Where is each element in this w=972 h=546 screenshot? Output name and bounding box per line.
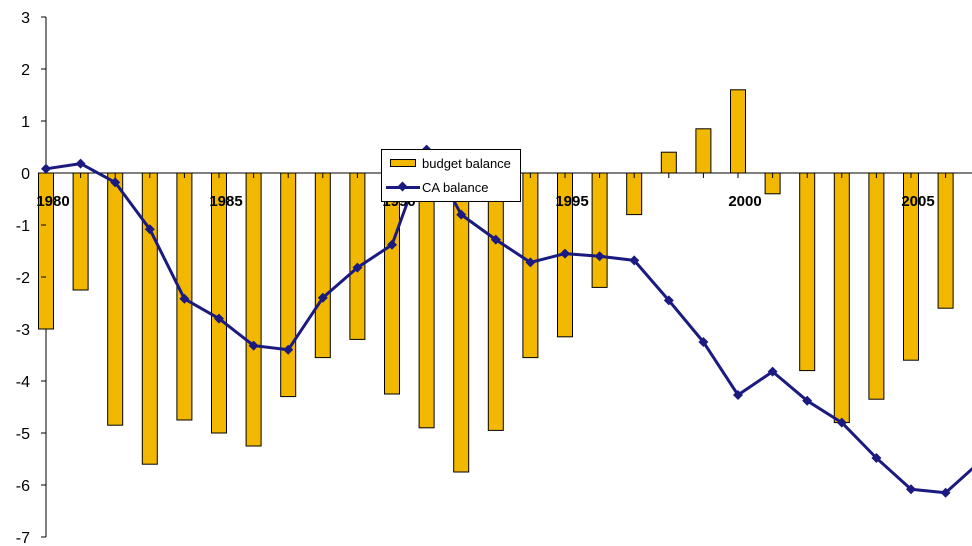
bar-budget-balance	[626, 172, 643, 216]
bar-budget-balance	[487, 172, 504, 431]
point-ca-balance	[594, 251, 605, 262]
point-ca-balance	[75, 158, 86, 169]
point-ca-balance	[767, 366, 778, 377]
bar-budget-balance	[868, 172, 885, 400]
legend-swatch-ca-balance	[386, 180, 420, 194]
point-ca-balance	[248, 340, 259, 351]
bar-budget-balance	[72, 172, 89, 291]
point-ca-balance	[940, 487, 951, 498]
point-ca-balance	[802, 395, 813, 406]
point-ca-balance	[387, 239, 397, 250]
bar-budget-balance	[211, 172, 227, 434]
bar-budget-balance	[695, 128, 712, 174]
point-ca-balance	[317, 292, 328, 303]
bar-budget-balance	[349, 172, 366, 340]
bar-budget-balance	[937, 172, 954, 309]
legend: budget balance CA balance	[381, 149, 521, 202]
x-tick-label: 1985	[209, 193, 242, 210]
bar-series-budget-balance	[38, 89, 954, 473]
y-tick-label: 1	[21, 114, 30, 131]
bar-budget-balance	[660, 151, 677, 174]
bar-budget-balance	[591, 172, 608, 288]
point-ca-balance	[352, 262, 363, 273]
y-tick-label: -7	[16, 530, 30, 546]
point-ca-balance	[144, 224, 155, 235]
bar-budget-balance	[418, 172, 435, 429]
y-tick-label: -2	[16, 270, 30, 287]
y-axis-ticks: 3 2 1 0 -1 -2 -3 -4 -5 -6 -7	[16, 10, 46, 546]
point-ca-balance	[871, 453, 882, 463]
line-ca-balance	[45, 148, 972, 495]
y-tick-label: -4	[16, 374, 30, 391]
bar-budget-balance	[314, 172, 331, 359]
point-ca-balance	[283, 344, 294, 355]
point-ca-balance	[733, 390, 743, 400]
y-tick-label: 0	[21, 166, 30, 183]
point-ca-balance	[629, 255, 640, 266]
legend-item-budget-balance: budget balance	[382, 153, 511, 173]
legend-label-ca-balance: CA balance	[422, 179, 489, 195]
point-ca-balance	[41, 163, 51, 174]
point-ca-balance	[560, 248, 570, 259]
legend-label-budget-balance: budget balance	[422, 155, 511, 171]
x-tick-label: 1995	[555, 193, 588, 210]
y-tick-label: -6	[16, 478, 30, 495]
point-ca-balance	[456, 209, 467, 220]
y-tick-label: -5	[16, 426, 30, 443]
x-tick-label: 2005	[901, 193, 934, 210]
point-ca-balance	[214, 313, 224, 324]
bar-budget-balance	[141, 172, 158, 465]
legend-item-ca-balance: CA balance	[382, 177, 489, 197]
legend-swatch-budget-balance	[390, 159, 416, 167]
point-ca-balance	[906, 484, 916, 495]
point-ca-balance	[663, 295, 674, 306]
y-tick-label: 2	[21, 62, 30, 79]
bar-budget-balance	[833, 172, 850, 424]
y-tick-label: -1	[16, 218, 30, 235]
bar-budget-balance	[107, 172, 124, 426]
point-ca-balance	[836, 417, 847, 428]
y-tick-label: -3	[16, 322, 30, 339]
point-ca-balance	[179, 293, 190, 304]
point-ca-balance	[698, 337, 709, 347]
x-tick-label: 1980	[36, 193, 69, 210]
line-series-ca-balance	[41, 144, 972, 498]
y-tick-label: 3	[21, 10, 30, 27]
bar-budget-balance	[799, 172, 816, 372]
point-ca-balance	[490, 234, 501, 245]
point-ca-balance	[110, 177, 121, 188]
bar-budget-balance	[730, 89, 746, 174]
point-ca-balance	[525, 257, 536, 268]
x-tick-label: 2000	[728, 193, 761, 210]
bar-budget-balance	[245, 172, 262, 447]
bar-budget-balance	[280, 172, 297, 398]
